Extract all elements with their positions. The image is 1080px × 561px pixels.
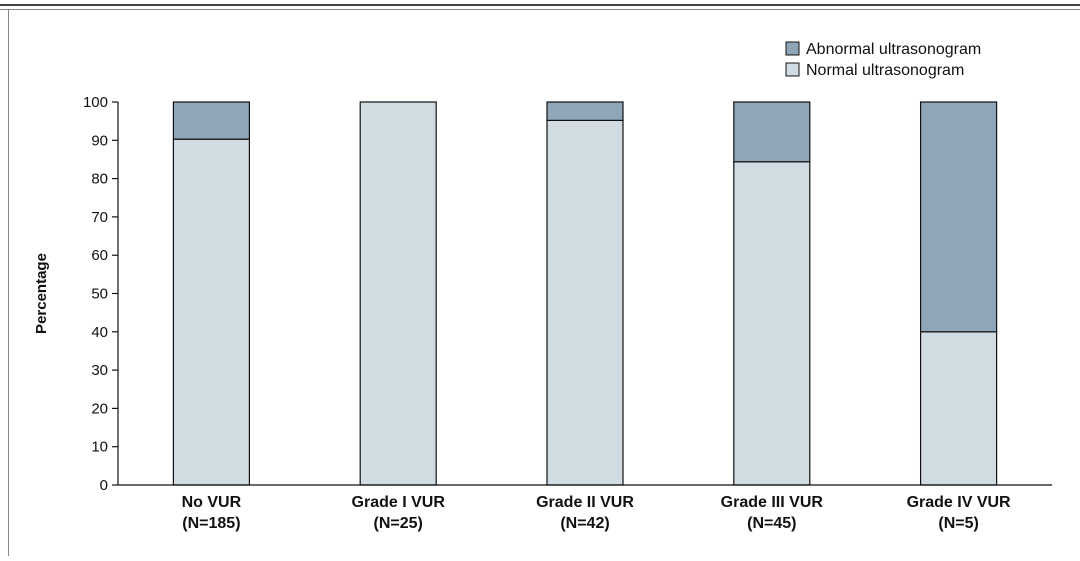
x-tick-sublabel: (N=5) [938,515,978,532]
x-tick-label: Grade III VUR [721,494,824,511]
legend: Abnormal ultrasonogram Normal ultrasonogr… [785,41,981,79]
y-tick-label: 0 [100,477,108,494]
y-axis-title: Percentage [33,253,50,334]
frame-left-border [8,9,9,556]
y-tick-label: 100 [83,94,108,111]
top-rule [0,4,1080,6]
x-tick-sublabel: (N=42) [560,515,609,532]
x-tick-label: Grade I VUR [352,494,446,511]
bar-segment-normal [733,161,811,486]
bar-segment-abnormal [172,101,250,140]
y-tick-label: 20 [91,400,108,417]
bar-segment-abnormal [733,101,811,163]
top-rule-thin [0,9,1080,10]
x-tick-sublabel: (N=45) [747,515,796,532]
legend-label: Normal ultrasonogram [806,62,964,79]
legend-label: Abnormal ultrasonogram [806,41,981,58]
legend-swatch [785,41,800,56]
y-tick-label: 80 [91,171,108,188]
x-tick-sublabel: (N=25) [374,515,423,532]
x-tick-label: Grade IV VUR [907,494,1011,511]
bar-segment-normal [359,101,437,486]
bars [172,101,998,486]
y-tick-label: 90 [91,132,108,149]
y-tick-label: 10 [91,439,108,456]
bar-segment-normal [546,119,624,486]
x-axis: No VUR (N=185) Grade I VUR (N=25) Grade II V… [118,484,1052,532]
y-tick-label: 40 [91,324,108,341]
bar-segment-abnormal [546,101,624,121]
y-tick-label: 30 [91,362,108,379]
y-tick-label: 70 [91,209,108,226]
x-tick-sublabel: (N=185) [182,515,240,532]
x-tick-label: Grade II VUR [536,494,634,511]
bar-segment-normal [919,331,998,486]
y-tick-label: 60 [91,247,108,264]
bar-segment-abnormal [919,101,998,333]
bar-segment-normal [172,138,250,486]
legend-swatch [785,62,800,77]
x-tick-label: No VUR [182,494,242,511]
y-axis: 0 10 20 30 40 50 60 70 80 90 100 Percentage [33,94,119,494]
y-tick-label: 50 [91,286,108,303]
